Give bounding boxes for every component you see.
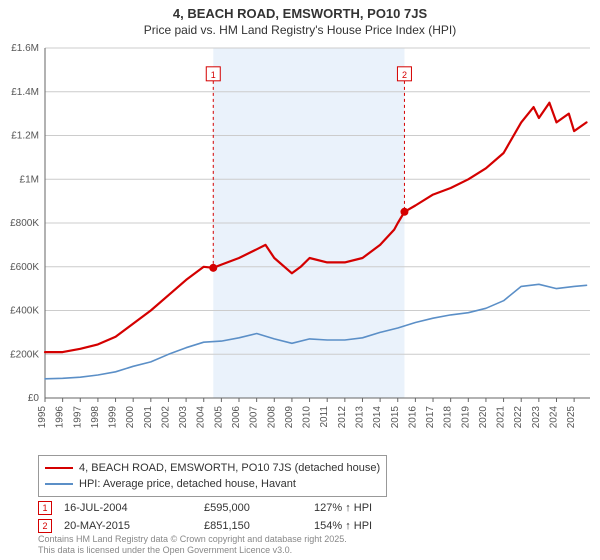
- x-tick-label: 2000: [125, 406, 136, 429]
- legend-swatch: [45, 483, 73, 485]
- x-tick-label: 1998: [90, 406, 101, 429]
- transaction-date: 20-MAY-2015: [64, 520, 204, 532]
- chart-container: 4, BEACH ROAD, EMSWORTH, PO10 7JS Price …: [0, 0, 600, 560]
- x-tick-label: 1999: [108, 406, 119, 429]
- transaction-date: 16-JUL-2004: [64, 502, 204, 514]
- y-tick-label: £400K: [10, 306, 39, 317]
- transaction-price: £851,150: [204, 520, 314, 532]
- x-tick-label: 2009: [284, 406, 295, 429]
- transaction-row: 2 20-MAY-2015£851,150154% ↑ HPI: [38, 518, 414, 534]
- x-tick-label: 1997: [72, 406, 83, 429]
- x-tick-label: 2014: [372, 406, 383, 429]
- x-tick-label: 2007: [249, 406, 260, 429]
- x-tick-label: 2005: [213, 406, 224, 429]
- marker-dot: [400, 208, 408, 216]
- transaction-price: £595,000: [204, 502, 314, 514]
- x-tick-label: 2006: [231, 406, 242, 429]
- x-tick-label: 2001: [143, 406, 154, 429]
- x-tick-label: 2022: [513, 406, 524, 429]
- transaction-row: 1 16-JUL-2004£595,000127% ↑ HPI: [38, 500, 414, 516]
- credits-line: Contains HM Land Registry data © Crown c…: [38, 534, 347, 545]
- y-tick-label: £1M: [20, 174, 39, 185]
- x-tick-label: 2013: [354, 406, 365, 429]
- x-tick-label: 1995: [37, 406, 48, 429]
- y-tick-label: £800K: [10, 218, 39, 229]
- chart-subtitle: Price paid vs. HM Land Registry's House …: [0, 21, 600, 37]
- chart-svg: £0 £200K £400K £600K £800K £1M £1.2M £1.4M £1.6M…: [0, 42, 600, 452]
- y-tick-label: £1.2M: [11, 131, 39, 142]
- y-tick-label: £1.6M: [11, 43, 39, 54]
- x-tick-label: 1996: [55, 406, 66, 429]
- y-tick-label: £600K: [10, 262, 39, 273]
- credits: Contains HM Land Registry data © Crown c…: [38, 534, 347, 557]
- y-tick-label: £1.4M: [11, 87, 39, 98]
- x-tick-label: 2004: [196, 406, 207, 429]
- chart-area: £0 £200K £400K £600K £800K £1M £1.2M £1.4M £1.6M…: [0, 42, 600, 457]
- legend-item: 4, BEACH ROAD, EMSWORTH, PO10 7JS (detac…: [45, 460, 380, 476]
- legend: 4, BEACH ROAD, EMSWORTH, PO10 7JS (detac…: [38, 455, 387, 497]
- x-tick-label: 2003: [178, 406, 189, 429]
- x-tick-label: 2023: [531, 406, 542, 429]
- x-tick-label: 2024: [548, 406, 559, 429]
- x-tick-label: 2018: [443, 406, 454, 429]
- legend-label: 4, BEACH ROAD, EMSWORTH, PO10 7JS (detac…: [79, 462, 380, 474]
- transaction-pct: 127% ↑ HPI: [314, 502, 414, 514]
- legend-swatch: [45, 467, 73, 469]
- transactions-table: 1 16-JUL-2004£595,000127% ↑ HPI 2 20-MAY-20…: [38, 498, 414, 534]
- x-tick-label: 2019: [460, 406, 471, 429]
- x-tick-label: 2016: [407, 406, 418, 429]
- x-tick-label: 2002: [160, 406, 171, 429]
- chart-title: 4, BEACH ROAD, EMSWORTH, PO10 7JS: [0, 0, 600, 21]
- x-tick-label: 2008: [266, 406, 277, 429]
- y-tick-label: £200K: [10, 349, 39, 360]
- marker-dot: [209, 264, 217, 272]
- legend-item: HPI: Average price, detached house, Hava…: [45, 476, 380, 492]
- legend-label: HPI: Average price, detached house, Hava…: [79, 478, 296, 490]
- x-tick-label: 2012: [337, 406, 348, 429]
- x-tick-label: 2010: [302, 406, 313, 429]
- y-tick-label: £0: [28, 393, 40, 404]
- marker-number: 1: [211, 70, 216, 80]
- transaction-pct: 154% ↑ HPI: [314, 520, 414, 532]
- x-tick-label: 2025: [566, 406, 577, 429]
- marker-number: 2: [402, 70, 407, 80]
- x-tick-label: 2015: [390, 406, 401, 429]
- transaction-marker: 2: [38, 519, 52, 533]
- x-tick-label: 2011: [319, 406, 330, 428]
- x-tick-label: 2020: [478, 406, 489, 429]
- x-tick-label: 2017: [425, 406, 436, 429]
- transaction-marker: 1: [38, 501, 52, 515]
- x-tick-label: 2021: [496, 406, 507, 429]
- credits-line: This data is licensed under the Open Gov…: [38, 545, 347, 556]
